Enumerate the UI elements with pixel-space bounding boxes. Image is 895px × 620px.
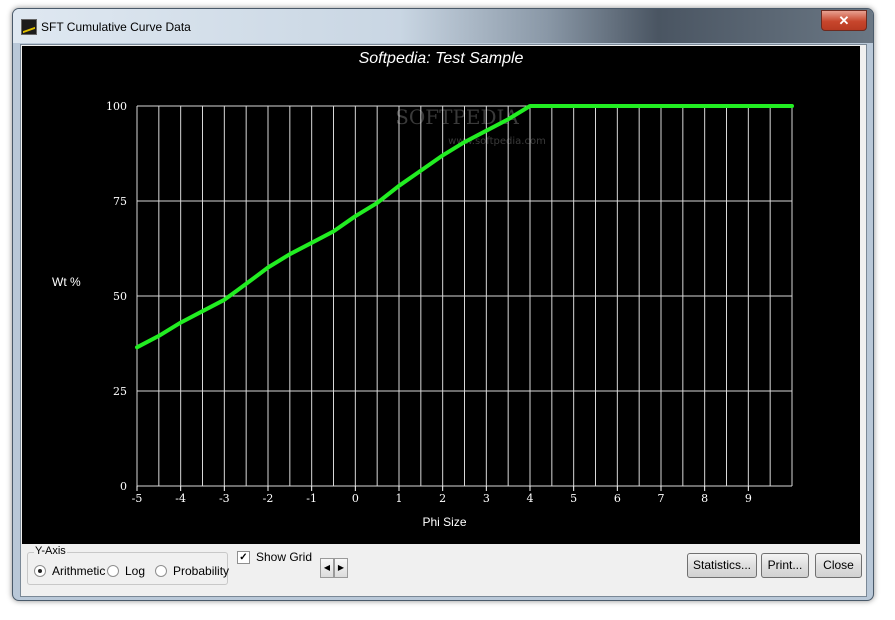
close-button[interactable]: Close [815,553,862,578]
radio-log-icon[interactable] [107,565,119,577]
radio-probability[interactable]: Probability [155,564,229,578]
window-title: SFT Cumulative Curve Data [41,20,191,34]
y-tick-label: 25 [113,385,127,398]
scroll-right-icon[interactable]: ▶ [334,558,348,578]
window-close-icon[interactable]: ✕ [821,10,867,31]
app-chart-icon [21,19,37,35]
x-tick-label: -1 [306,492,317,505]
radio-arithmetic-label: Arithmetic [52,564,106,578]
x-tick-label: 8 [701,492,708,505]
show-grid-checkbox[interactable]: ✓ Show Grid [237,550,312,564]
x-tick-label: 4 [527,492,534,505]
client-area: Softpedia: Test Sample SOFTPEDIA www.soft… [20,44,867,597]
radio-probability-label: Probability [173,564,230,578]
data-series-line [135,104,794,350]
x-tick-label: 3 [483,492,490,505]
x-tick-label: -4 [175,492,186,505]
radio-arithmetic-icon[interactable] [34,565,46,577]
x-tick-label: -3 [219,492,230,505]
y-axis-label: Wt % [52,275,81,289]
radio-log-label: Log [125,564,146,578]
y-tick-label: 100 [106,100,127,113]
x-axis-label: Phi Size [422,515,466,529]
x-tick-label: -2 [263,492,274,505]
y-tick-label: 0 [120,480,127,493]
radio-log[interactable]: Log [107,564,145,578]
x-tick-label: 6 [614,492,621,505]
radio-arithmetic[interactable]: Arithmetic [34,564,105,578]
x-tick-label: 2 [439,492,446,505]
plot-area: Softpedia: Test Sample SOFTPEDIA www.soft… [22,46,860,544]
chart-title: Softpedia: Test Sample [358,50,524,67]
print-button[interactable]: Print... [761,553,809,578]
statistics-button[interactable]: Statistics... [687,553,757,578]
y-axis-group: Y-Axis Arithmetic Log Probability [27,545,229,585]
title-bar[interactable]: SFT Cumulative Curve Data ✕ [13,9,873,43]
x-tick-label: 1 [396,492,403,505]
y-tick-label: 75 [113,195,127,208]
x-tick-label: 0 [352,492,359,505]
show-grid-label: Show Grid [256,550,313,564]
show-grid-check-icon[interactable]: ✓ [237,550,250,564]
x-tick-label: 7 [658,492,665,505]
x-tick-label: -5 [132,492,143,505]
radio-probability-icon[interactable] [155,565,167,577]
y-axis-group-label: Y-Axis [34,545,67,557]
application-window: SFT Cumulative Curve Data ✕ Softpedia: T… [12,8,874,601]
control-panel: Y-Axis Arithmetic Log Probability ✓ Show… [21,544,866,596]
x-tick-label: 5 [570,492,577,505]
y-tick-label: 50 [113,290,127,303]
x-tick-label: 9 [745,492,752,505]
scroll-left-icon[interactable]: ◀ [320,558,334,578]
watermark-subtext: www.softpedia.com [448,136,546,147]
